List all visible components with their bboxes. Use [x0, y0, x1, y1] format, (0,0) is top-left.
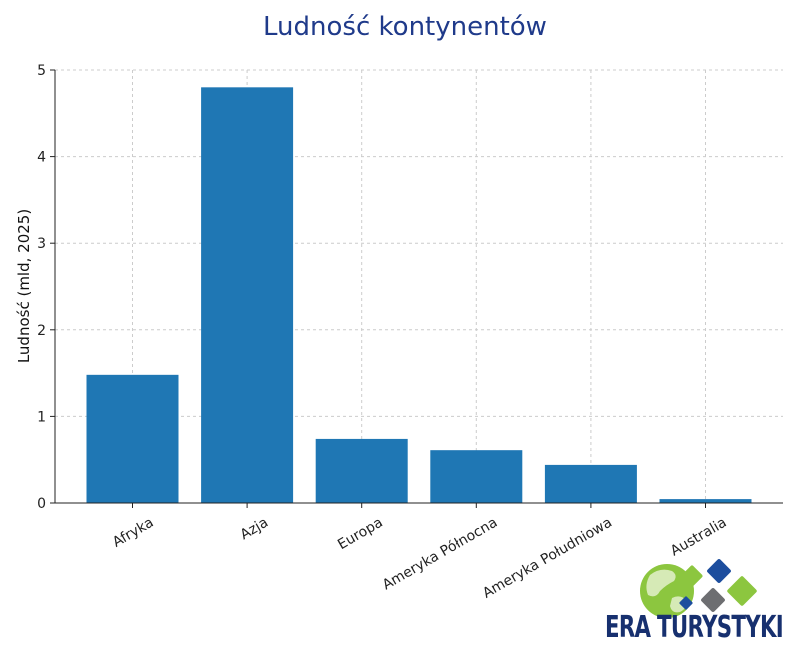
bar-azja — [201, 87, 294, 503]
tiles-icon — [679, 559, 757, 612]
y-ticks: 0 1 2 3 4 5 — [37, 63, 55, 512]
bar-ameryka-północna — [430, 450, 523, 503]
y-axis-label: Ludność (mld, 2025) — [15, 209, 33, 363]
axes — [54, 70, 783, 504]
x-tick-label: Ameryka Północna — [380, 515, 500, 594]
y-tick-label: 2 — [37, 323, 46, 339]
x-tick-label: Europa — [335, 515, 386, 553]
logo-text: ERA TURYSTYKI — [605, 610, 783, 645]
bar-australia — [659, 499, 752, 503]
bar-afryka — [86, 374, 179, 503]
y-tick-label: 0 — [37, 496, 46, 512]
x-tick-label: Ameryka Południowa — [480, 515, 615, 602]
y-tick-label: 1 — [37, 409, 46, 425]
y-tick-label: 5 — [37, 63, 46, 79]
x-tick-label: Afryka — [110, 515, 157, 551]
y-tick-label: 3 — [37, 236, 46, 252]
bar-ameryka-południowa — [544, 464, 637, 503]
y-tick-label: 4 — [37, 150, 46, 166]
bars — [86, 87, 752, 503]
era-turystyki-logo: ERA TURYSTYKI — [605, 559, 784, 645]
bar-europa — [315, 438, 408, 503]
chart-title: Ludność kontynentów — [263, 12, 547, 42]
x-tick-label: Australia — [668, 515, 730, 560]
x-tick-label: Azja — [238, 515, 271, 544]
